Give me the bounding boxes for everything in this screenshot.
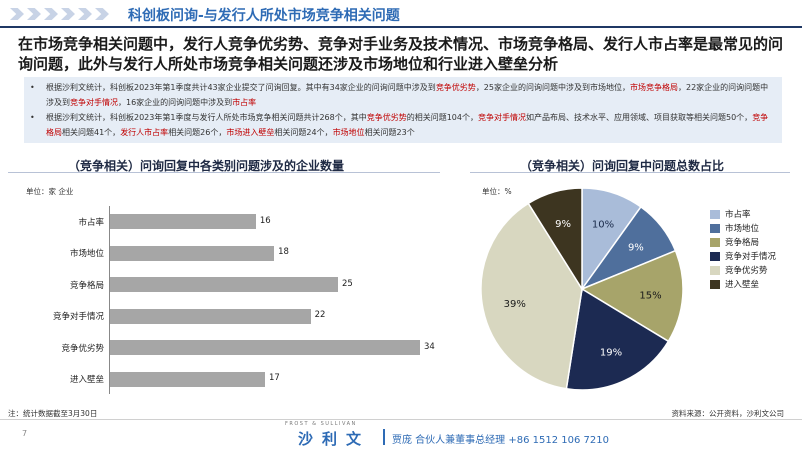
bar-category-label: 进入壁垒 [69,375,104,386]
highlight-term: 市场地位 [332,127,365,137]
legend-label: 竞争优劣势 [725,266,768,276]
bar [110,340,420,356]
bullet-dot-icon: • [30,113,35,122]
bar [110,277,338,293]
pie-value-label: 9% [628,242,644,253]
footer-divider [0,419,802,420]
bullet-segment: 根据沙利文统计，科创板2023年第1季度与发行人所处市场竞争相关问题共计268个… [46,113,367,122]
legend-swatch [710,280,720,289]
highlight-term: 市占率 [232,97,257,107]
footer-vertical-divider [383,429,385,445]
bullet-segment: ，22家企业的问询问题中涉及到 [46,83,769,107]
highlight-term: 竞争优劣势 [435,83,476,92]
highlight-term: 竞争格局 [46,113,769,137]
bar-chart-axis [109,206,110,394]
slide-title: 科创板问询-与发行人所处市场竞争相关问题 [128,8,400,24]
bullet-segment: 相关问题26个， [168,127,227,137]
bullet-dot-icon: • [30,83,35,92]
legend-label: 市场地位 [725,224,760,234]
bar [110,308,311,324]
bar [110,371,265,387]
legend-swatch [710,252,720,261]
highlight-term: 市场竞争格局 [630,83,678,92]
bullet-text: 根据沙利文统计，科创板2023年第1季度与发行人所处市场竞争相关问题共计268个… [46,111,774,140]
pie-slice [581,187,642,292]
pie-value-label: 19% [600,347,622,358]
legend-label: 市占率 [725,210,751,220]
legend-label: 竞争对手情况 [725,252,777,262]
bar-value-label: 17 [269,373,280,384]
bullet-segment: 相关问题24个， [274,127,333,137]
bullet-segment: 的相关问题104个， [406,113,478,122]
pie-chart-unit: 单位：% [482,187,512,196]
logo-tagline: FROST & SULLIVAN [285,421,357,427]
chevron-decoration-icon [10,8,109,20]
highlight-term: 竞争对手情况 [478,113,526,122]
bar-chart-title: （竞争相关）问询回复中各类别问题涉及的企业数量 [68,159,345,173]
footnote: 注：统计数据截至3月30日 [8,409,98,418]
bullet-segment: 相关问题41个， [62,127,121,137]
highlight-term: 竞争对手情况 [70,97,118,107]
legend-swatch [710,224,720,233]
bullet-text: 根据沙利文统计，科创板2023年第1季度共计43家企业提交了问询回复。其中有34… [46,81,774,110]
bar-chart-title-rule [8,172,440,173]
legend-swatch [710,266,720,275]
highlight-term: 发行人市占率 [120,127,169,137]
bullet-summary-box: • 根据沙利文统计，科创板2023年第1季度共计43家企业提交了问询回复。其中有… [24,77,782,143]
contact-info: 贾庞 合伙人兼董事总经理 +86 1512 106 7210 [392,435,609,446]
highlight-term: 市场进入壁垒 [226,127,275,137]
bullet-segment: ，16家企业的问询问题中涉及到 [118,97,233,107]
bar-value-label: 16 [259,215,271,226]
bar-value-label: 25 [341,278,353,289]
bar-category-label: 市占率 [78,217,104,228]
bar-value-label: 34 [424,341,435,352]
bar-chart-unit: 单位：家 企业 [26,187,74,196]
page-number: 7 [22,429,28,438]
pie-value-label: 9% [555,219,571,230]
bar-value-label: 22 [314,310,326,321]
headline: 在市场竞争相关问题中，发行人竞争优劣势、竞争对手业务及技术情况、市场竞争格局、发… [18,35,784,73]
legend-label: 进入壁垒 [725,280,760,290]
bullet-segment: 相关问题23个 [364,127,415,137]
bar-category-label: 市场地位 [69,249,104,260]
pie-slice [527,187,583,292]
pie-value-label: 39% [504,299,526,310]
pie-chart-title-rule [470,172,790,173]
bullet-segment: 根据沙利文统计，科创板2023年第1季度共计43家企业提交了问询回复。其中有34… [46,83,436,92]
legend-swatch [710,238,720,247]
logo: 沙利文 [298,430,371,448]
bar-category-label: 竞争优劣势 [61,343,104,354]
highlight-term: 竞争优劣势 [366,113,407,122]
bar-category-label: 竞争格局 [69,280,104,291]
bar-category-label: 竞争对手情况 [52,312,104,323]
title-divider [0,26,802,28]
bullet-segment: ，25家企业的问询问题中涉及到市场地位， [475,83,630,92]
pie-chart-title: （竞争相关）问询回复中问题总数占比 [520,159,725,173]
pie-slice [579,205,677,291]
bar [110,214,256,230]
bullet-segment: 如产品布局、技术水平、应用领域、项目获取等相关问题50个， [526,113,753,122]
source-note: 资料来源：公开资料，沙利文公司 [671,409,785,418]
legend-swatch [710,210,720,219]
pie-slice [565,287,670,391]
pie-slice [580,249,684,343]
pie-slice [480,202,583,390]
bar-value-label: 18 [278,247,289,258]
legend-label: 竞争格局 [725,238,760,248]
pie-value-label: 10% [592,220,614,231]
bar [110,245,275,261]
pie-value-label: 15% [639,290,661,301]
